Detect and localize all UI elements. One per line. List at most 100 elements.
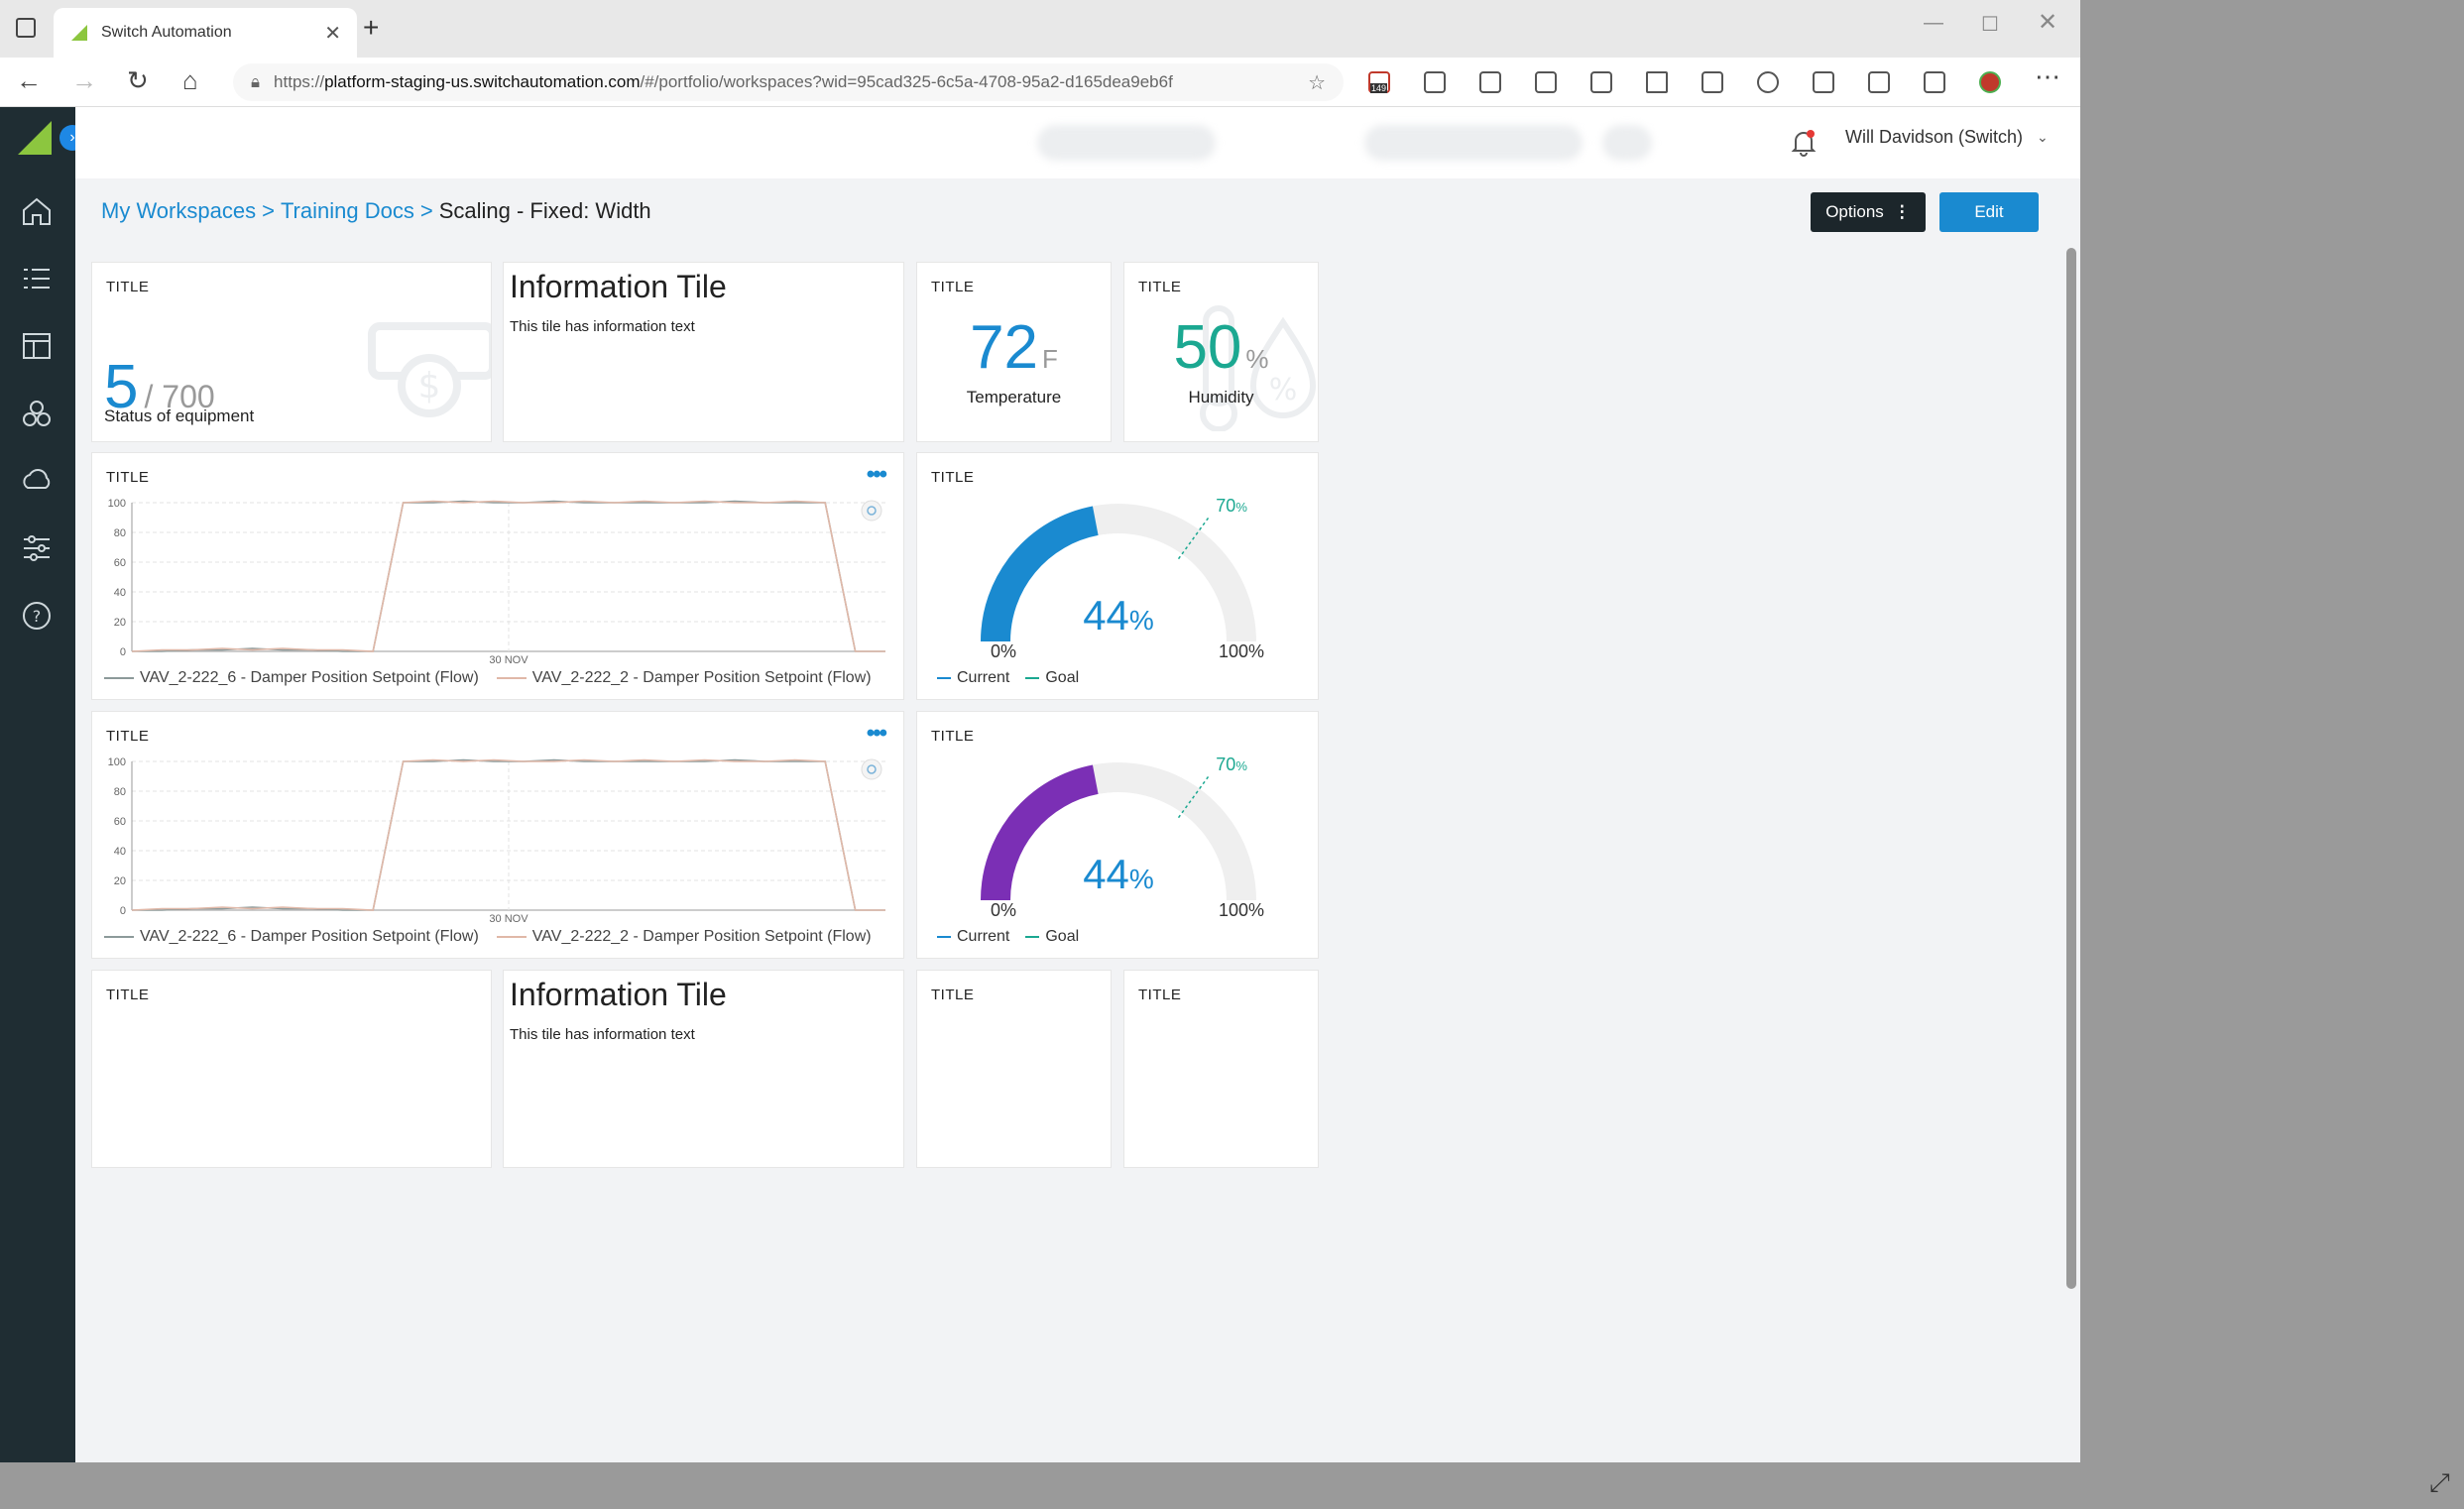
gauge-tile[interactable]: TITLE 70% 44% 0% 100% Current Goal — [916, 711, 1319, 959]
resize-icon[interactable]: ⤢ — [2429, 1467, 2450, 1497]
breadcrumb-my-workspaces[interactable]: My Workspaces — [101, 198, 257, 223]
app-header: Will Davidson (Switch) ⌄ — [75, 107, 2080, 178]
tile-menu-icon[interactable]: ••• — [866, 720, 887, 747]
y-tick-label: 60 — [114, 816, 126, 828]
breadcrumb-separator: > — [262, 198, 275, 223]
gauge-goal-label: 70% — [1216, 496, 1247, 516]
equipment-count: 5 — [104, 353, 139, 421]
legend-item[interactable]: VAV_2-222_6 - Damper Position Setpoint (… — [104, 669, 479, 687]
downloads-icon[interactable] — [1924, 71, 1945, 93]
title-tile[interactable]: TITLE — [91, 970, 492, 1168]
screenshot-extension-icon[interactable] — [1535, 71, 1557, 93]
kebab-icon: ⋮ — [1893, 202, 1911, 221]
close-tab-icon[interactable]: ✕ — [324, 22, 341, 45]
humidity-value: 50 — [1173, 313, 1242, 382]
tab-actions-icon[interactable] — [16, 18, 36, 38]
tab-bar: Switch Automation ✕ + — ☐ ✕ — [0, 0, 2080, 58]
notion-extension-icon[interactable] — [1479, 71, 1501, 93]
page-title: Scaling - Fixed: Width — [438, 198, 651, 223]
temperature-label: Temperature — [966, 388, 1062, 406]
vee-extension-icon[interactable] — [1701, 71, 1723, 93]
title-tile[interactable]: TITLE — [1123, 970, 1319, 1168]
equipment-status-tile[interactable]: TITLE $ 5/ 700 Status of equipment — [91, 262, 492, 442]
forward-icon[interactable]: → — [71, 65, 97, 95]
legend-goal: Goal — [1025, 928, 1079, 946]
x-tick-label: 30 NOV — [489, 654, 528, 663]
line-chart-tile[interactable]: TITLE ••• 100 80 60 40 20 0 30 NOV VAV_2-222_6… — [91, 711, 904, 959]
back-icon[interactable]: ← — [16, 65, 42, 95]
settings-sliders-nav-icon[interactable] — [20, 531, 54, 565]
collections-icon[interactable] — [1868, 71, 1890, 93]
legend-item[interactable]: VAV_2-222_2 - Damper Position Setpoint (… — [496, 669, 872, 687]
profile-avatar[interactable] — [1979, 71, 2001, 93]
title-tile[interactable]: TITLE — [916, 970, 1112, 1168]
line-chart-tile[interactable]: TITLE ••• 100 80 60 40 20 0 30 NOV VAV_2-222_6… — [91, 452, 904, 700]
calendar-extension-icon[interactable]: 149 — [1368, 71, 1390, 93]
browser-tab[interactable]: Switch Automation ✕ — [54, 8, 357, 58]
x-tick-label: 30 NOV — [489, 913, 528, 922]
help-nav-icon[interactable]: ? — [20, 599, 54, 633]
y-tick-label: 80 — [114, 786, 126, 798]
extensions-icon[interactable] — [1757, 71, 1779, 93]
more-menu-icon[interactable]: ⋯ — [2035, 61, 2060, 91]
legend-goal: Goal — [1025, 669, 1079, 687]
tile-title: TITLE — [931, 469, 975, 486]
user-menu[interactable]: Will Davidson (Switch) ⌄ — [1845, 127, 2049, 148]
y-tick-label: 80 — [114, 527, 126, 539]
gauge-value-unit: % — [1129, 864, 1154, 894]
gauge-tile[interactable]: TITLE 70% 44% 0% 100% Current Goal — [916, 452, 1319, 700]
assets-nav-icon[interactable] — [20, 397, 54, 430]
app-sidebar: › ? — [0, 107, 85, 1462]
humidity-thermometer-icon: % — [1200, 305, 1317, 431]
svg-text:%: % — [1269, 373, 1298, 407]
tasks-nav-icon[interactable] — [20, 262, 54, 295]
humidity-unit: % — [1245, 344, 1269, 374]
y-tick-label: 40 — [114, 846, 126, 858]
temperature-value: 72 — [970, 313, 1039, 382]
temperature-tile[interactable]: TITLE 72 F Temperature — [916, 262, 1112, 442]
tile-title: TITLE — [106, 469, 150, 486]
tile-menu-icon[interactable]: ••• — [866, 461, 887, 488]
y-tick-label: 0 — [120, 646, 126, 658]
refresh-icon[interactable]: ↻ — [127, 65, 149, 95]
page-scrollbar[interactable] — [2066, 248, 2076, 1289]
notifications-bell-icon[interactable] — [1791, 129, 1817, 157]
favorites-icon[interactable] — [1813, 71, 1834, 93]
maximize-icon[interactable]: ☐ — [1981, 14, 1999, 36]
legend-item[interactable]: VAV_2-222_2 - Damper Position Setpoint (… — [496, 928, 872, 946]
gauge-value-unit: % — [1129, 605, 1154, 636]
edit-button[interactable]: Edit — [1939, 192, 2039, 232]
home-icon[interactable]: ⌂ — [182, 65, 198, 95]
favorite-star-icon[interactable]: ☆ — [1308, 71, 1326, 94]
home-nav-icon[interactable] — [20, 194, 54, 228]
humidity-tile[interactable]: TITLE % 50% Humidity — [1123, 262, 1319, 442]
chart-settings-icon — [861, 500, 882, 522]
tile-title: TITLE — [1138, 279, 1182, 295]
blurred-header-item — [1364, 125, 1583, 161]
svg-text:?: ? — [33, 607, 42, 626]
presentation-extension-icon[interactable] — [1590, 71, 1612, 93]
information-tile[interactable]: Information Tile This tile has informati… — [503, 970, 904, 1168]
new-tab-icon[interactable]: + — [363, 12, 380, 43]
url-field[interactable]: 🔒︎ https://platform-staging-us.switchaut… — [233, 63, 1344, 101]
pen-extension-icon[interactable] — [1424, 71, 1446, 93]
temperature-unit: F — [1042, 344, 1058, 374]
legend-current: Current — [937, 669, 1009, 687]
cloud-nav-icon[interactable] — [20, 464, 54, 498]
tile-title: TITLE — [1138, 987, 1182, 1003]
gauge-current-arc — [981, 764, 1099, 901]
chart-legend: VAV_2-222_6 - Damper Position Setpoint (… — [104, 669, 872, 687]
breadcrumb-training-docs[interactable]: Training Docs — [280, 198, 414, 223]
minimize-icon[interactable]: — — [1924, 12, 1943, 34]
legend-item[interactable]: VAV_2-222_6 - Damper Position Setpoint (… — [104, 928, 479, 946]
information-tile[interactable]: Information Tile This tile has informati… — [503, 262, 904, 442]
edit-extension-icon[interactable] — [1646, 71, 1668, 93]
tile-title: TITLE — [931, 279, 975, 295]
blurred-header-item — [1602, 125, 1652, 161]
tile-title: TITLE — [106, 279, 150, 295]
close-window-icon[interactable]: ✕ — [2038, 9, 2058, 36]
chart-settings-icon — [861, 758, 882, 780]
workspaces-nav-icon[interactable] — [20, 329, 54, 363]
line-chart: 100 80 60 40 20 0 30 NOV — [108, 498, 885, 663]
options-button[interactable]: Options ⋮ — [1811, 192, 1926, 232]
